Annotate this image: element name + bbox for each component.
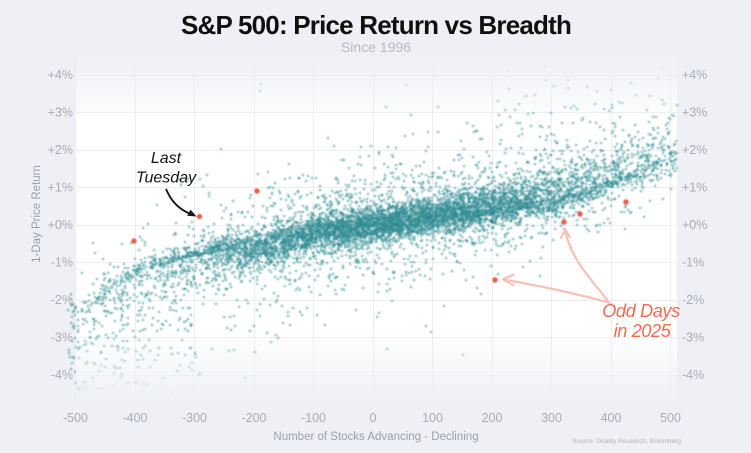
svg-text:Since 1996: Since 1996 [341, 39, 411, 55]
svg-text:-4%: -4% [51, 368, 73, 382]
svg-text:-3%: -3% [51, 331, 73, 345]
svg-text:+4%: +4% [682, 68, 707, 82]
svg-text:-2%: -2% [682, 293, 704, 307]
svg-text:+1%: +1% [682, 181, 707, 195]
svg-text:0: 0 [370, 411, 377, 425]
svg-text:300: 300 [541, 411, 562, 425]
svg-text:-200: -200 [241, 411, 266, 425]
svg-text:+4%: +4% [48, 68, 73, 82]
svg-text:+2%: +2% [682, 143, 707, 157]
svg-text:-100: -100 [301, 411, 326, 425]
svg-text:400: 400 [601, 411, 622, 425]
svg-text:-1%: -1% [51, 256, 73, 270]
svg-text:-3%: -3% [682, 331, 704, 345]
svg-text:Source: Duality Research, Bloo: Source: Duality Research, Bloomberg [572, 438, 681, 445]
svg-text:Tuesday: Tuesday [136, 170, 197, 187]
svg-text:S&P 500: Price Return vs Bread: S&P 500: Price Return vs Breadth [181, 10, 571, 40]
svg-text:+0%: +0% [682, 218, 707, 232]
svg-text:1-Day Price Return: 1-Day Price Return [31, 165, 43, 263]
svg-text:-400: -400 [122, 411, 147, 425]
svg-text:+3%: +3% [48, 106, 73, 120]
svg-text:200: 200 [482, 411, 503, 425]
svg-text:Number of Stocks Advancing - D: Number of Stocks Advancing - Declining [273, 431, 478, 443]
svg-text:+3%: +3% [682, 106, 707, 120]
svg-text:Odd Days: Odd Days [602, 301, 680, 321]
svg-text:Last: Last [151, 150, 182, 167]
svg-text:+0%: +0% [48, 218, 73, 232]
svg-text:100: 100 [422, 411, 443, 425]
svg-text:+1%: +1% [48, 181, 73, 195]
svg-text:500: 500 [660, 411, 681, 425]
svg-text:-300: -300 [182, 411, 207, 425]
svg-text:-500: -500 [63, 411, 88, 425]
svg-text:+2%: +2% [48, 143, 73, 157]
svg-text:-4%: -4% [682, 368, 704, 382]
svg-text:-1%: -1% [682, 256, 704, 270]
svg-text:in 2025: in 2025 [614, 321, 672, 341]
svg-text:-2%: -2% [51, 293, 73, 307]
